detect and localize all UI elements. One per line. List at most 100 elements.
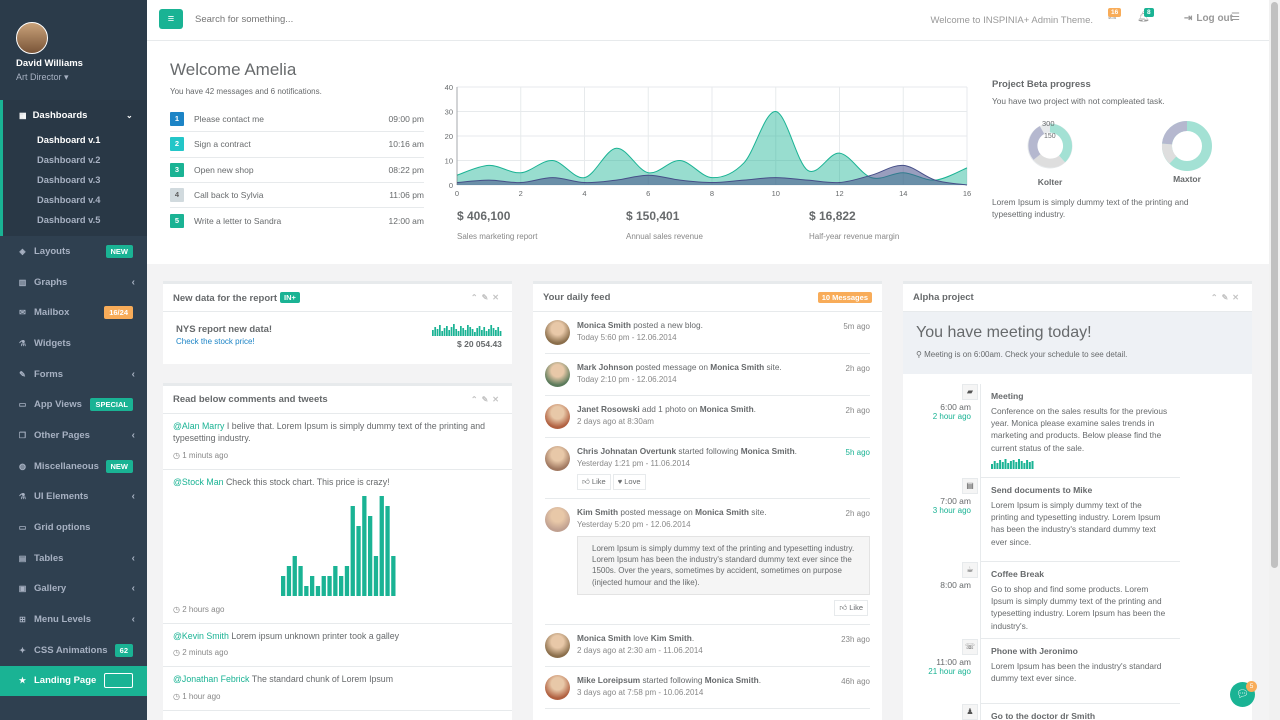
nav-layouts[interactable]: ◈ Layouts NEW <box>0 236 147 267</box>
comments-icon: 💬︎ <box>1236 689 1249 700</box>
close-icon: ✕ <box>492 293 503 302</box>
avatar[interactable] <box>545 507 570 533</box>
scrollbar-thumb[interactable] <box>1271 2 1278 568</box>
feed-target[interactable]: Monica Smith <box>710 362 765 372</box>
todo-item[interactable]: 1 Please contact me 09:00 pm <box>170 107 424 133</box>
spark-bar <box>497 327 500 336</box>
nav-menu-levels[interactable]: ⊞ Menu Levels ‹ <box>0 604 147 635</box>
avatar[interactable] <box>16 22 48 54</box>
stock-bar <box>344 565 350 596</box>
alpha-panel: Alpha project ⌃✎✕ You have meeting today!… <box>903 281 1252 720</box>
nav-badge: 62 <box>114 643 133 657</box>
tweet-user[interactable]: @Kevin Smith <box>173 630 229 641</box>
profile-name[interactable]: David Williams <box>16 58 83 69</box>
feed-item: Mike Loreipsum started following Monica … <box>545 667 870 710</box>
feed-title: Your daily feed 10 Messages <box>533 284 882 312</box>
tasks-icon[interactable]: ☰ <box>1231 12 1240 23</box>
bell-icon[interactable]: 🔔︎ <box>1137 12 1150 23</box>
stock-price-link[interactable]: Check the stock price! <box>176 337 255 346</box>
panel-tools[interactable]: ⌃✎✕ <box>471 395 503 404</box>
logout-link[interactable]: ⇥ Log out <box>1183 13 1233 24</box>
search-input[interactable] <box>195 14 495 25</box>
nav-dashboards[interactable]: ▦ Dashboards ⌄ <box>19 109 133 121</box>
like-button[interactable]: 👍︎ Like <box>834 599 868 617</box>
spark-bar <box>439 325 441 336</box>
panel-tools[interactable]: ⌃✎✕ <box>1211 293 1243 302</box>
nav-grid-options[interactable]: ▭ Grid options <box>18 522 91 534</box>
tweet-user[interactable]: @Alan Marry <box>173 421 225 431</box>
todo-number: 5 <box>170 213 184 228</box>
panel-tools[interactable]: ⌃✎✕ <box>471 293 503 302</box>
nav-graphs[interactable]: ▥ Graphs ‹ <box>18 276 135 288</box>
spark-bar <box>453 324 455 336</box>
clock-icon: ◷ <box>173 450 180 460</box>
nav-sub-dashboard-1[interactable]: Dashboard v.1 <box>37 135 101 145</box>
nav-sub-dashboard-4[interactable]: Dashboard v.4 <box>37 195 101 205</box>
nav-badge: NEW <box>105 459 133 473</box>
area-chart: 0 10 20 30 40 0 2 4 6 8 10 12 14 16 <box>445 83 972 198</box>
like-button[interactable]: 👍︎ Like <box>577 473 611 491</box>
avatar[interactable] <box>545 446 570 471</box>
todo-text: Call back to Sylvia <box>194 190 264 201</box>
nav-css-animations[interactable]: ✦ CSS Animations 62 <box>0 635 147 666</box>
nav-ui-elements[interactable]: ⚗ UI Elements ‹ <box>18 491 135 503</box>
avatar[interactable] <box>545 320 570 345</box>
nav-miscellaneous[interactable]: ◍ Miscellaneous NEW <box>0 451 147 482</box>
spark-bar <box>488 329 490 336</box>
stock-bar <box>321 575 326 596</box>
nav-forms[interactable]: ✎ Forms ‹ <box>0 359 147 390</box>
nav-other-pages[interactable]: ❐ Other Pages ‹ <box>18 429 135 441</box>
feed-target[interactable]: Kim Smith <box>650 633 692 644</box>
nav-tables[interactable]: ▤ Tables ‹ <box>18 552 135 564</box>
profile-role[interactable]: Art Director ▾ <box>16 72 69 82</box>
spark-bar <box>478 326 481 336</box>
nav-mailbox[interactable]: ✉ Mailbox 16/24 <box>0 297 147 328</box>
avatar[interactable] <box>545 675 570 701</box>
feed-user[interactable]: Monica Smith <box>577 320 631 330</box>
menu-toggle-button[interactable]: ≡ <box>159 9 183 29</box>
feed-target[interactable]: Monica Smith <box>699 404 754 414</box>
nav-gallery[interactable]: ▣ Gallery ‹ <box>18 583 135 595</box>
todo-item[interactable]: 5 Write a letter to Sandra 12:00 am <box>170 208 424 233</box>
nav-dashboards-group: ▦ Dashboards ⌄ Dashboard v.1 Dashboard v.2 D… <box>0 100 147 236</box>
donut-label-150: 150 <box>1044 133 1056 140</box>
todo-item[interactable]: 3 Open new shop 08:22 pm <box>170 158 424 183</box>
tweet-user[interactable]: @Stock Man <box>173 476 224 487</box>
nav-sub-dashboard-2[interactable]: Dashboard v.2 <box>37 155 101 165</box>
timeline-content: Phone with Jeronimo Lorem Ipsum has been … <box>980 639 1180 704</box>
todo-time: 12:00 am <box>388 215 424 226</box>
feed-panel: Your daily feed 10 Messages Monica Smith … <box>533 281 882 720</box>
feed-target[interactable]: Monica Smith <box>704 675 759 686</box>
tweet-user[interactable]: @Jonathan Febrick <box>173 674 250 685</box>
nav-sub-dashboard-5[interactable]: Dashboard v.5 <box>37 215 101 225</box>
feed-user[interactable]: Chris Johnatan Overtunk <box>577 446 677 456</box>
nav-landing-page[interactable]: ★ Landing Page NEW <box>0 665 147 697</box>
feed-user[interactable]: Janet Rosowski <box>577 404 640 414</box>
sign-out-icon: ⇥ <box>1183 13 1193 24</box>
envelope-icon[interactable]: ✉ <box>1108 12 1117 23</box>
avatar[interactable] <box>545 362 570 387</box>
timeline-title: Meeting <box>991 391 1024 401</box>
nav-app-views[interactable]: ▭ App Views SPECIAL <box>0 389 147 420</box>
todo-item[interactable]: 2 Sign a contract 10:16 am <box>170 132 424 158</box>
feed-target[interactable]: Monica Smith <box>740 446 795 456</box>
feed-user[interactable]: Mark Johnson <box>577 362 634 372</box>
feed-user[interactable]: Monica Smith <box>577 633 631 644</box>
todo-item[interactable]: 4 Call back to Sylvia 11:06 pm <box>170 183 424 209</box>
nav-sub-dashboard-3[interactable]: Dashboard v.3 <box>37 175 101 185</box>
avatar[interactable] <box>545 404 570 429</box>
spark-bar <box>455 329 458 336</box>
star-icon: ★ <box>18 676 27 686</box>
love-button[interactable]: ♥ Love <box>612 473 646 491</box>
nav-badge: SPECIAL <box>90 398 133 412</box>
feed-user[interactable]: Mike Loreipsum <box>577 675 641 686</box>
feed-user[interactable]: Kim Smith <box>577 507 619 518</box>
alpha-heading: You have meeting today! <box>916 324 1092 341</box>
nav-widgets[interactable]: ⚗ Widgets <box>18 337 71 349</box>
feed-target[interactable]: Monica Smith <box>695 507 749 518</box>
scrollbar[interactable] <box>1269 0 1280 720</box>
todo-time: 11:06 pm <box>389 190 424 201</box>
todo-text: Please contact me <box>194 114 264 125</box>
avatar[interactable] <box>545 633 570 659</box>
feed-date: Yesterday 1:21 pm - 11.06.2014 <box>577 458 690 468</box>
